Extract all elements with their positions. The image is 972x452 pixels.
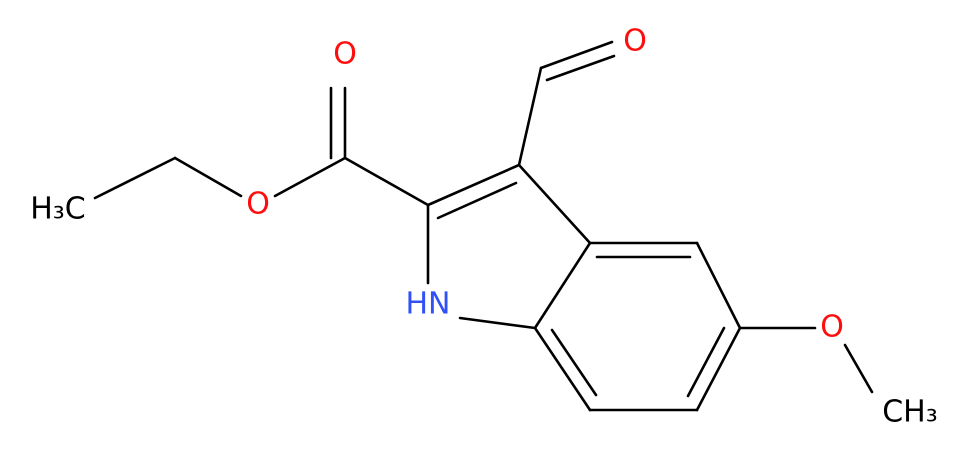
atom-label: H₃C: [30, 192, 86, 227]
atom-label: O: [333, 37, 357, 72]
bonds: [93, 40, 874, 412]
atom-label: HN: [406, 287, 451, 322]
atom-label: O: [246, 187, 270, 222]
atom-label: CH₃: [882, 395, 938, 430]
atom-label: O: [623, 24, 647, 59]
atom-labels: O O O H₃C HN O CH₃: [30, 24, 938, 430]
atom-label: O: [820, 310, 844, 345]
